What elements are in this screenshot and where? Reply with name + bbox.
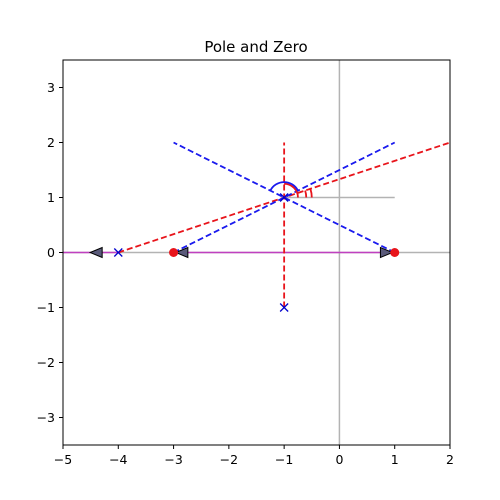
angle-arc-red-0 bbox=[284, 182, 299, 198]
chart-title: Pole and Zero bbox=[204, 38, 307, 56]
zero-marker-0 bbox=[169, 248, 179, 257]
y-tick-label-3: 0 bbox=[47, 245, 55, 260]
x-axis-ticks: −5 −4 −3 −2 −1 0 1 2 bbox=[54, 445, 454, 467]
y-tick-label-1: −2 bbox=[37, 355, 55, 370]
angle-arc-red-1 bbox=[304, 190, 308, 198]
y-tick-label-6: 3 bbox=[47, 80, 55, 95]
x-tick-label-4: −1 bbox=[275, 452, 293, 467]
angle-arcs bbox=[269, 181, 313, 198]
arrow-left-0 bbox=[88, 246, 103, 259]
arrow-right-2 bbox=[379, 246, 394, 259]
x-tick-label-6: 1 bbox=[391, 452, 399, 467]
pole-marker-1 bbox=[279, 193, 289, 202]
x-tick-label-7: 2 bbox=[446, 452, 454, 467]
blue-dashed-line-1 bbox=[173, 141, 396, 254]
y-tick-label-4: 1 bbox=[47, 190, 55, 205]
x-tick-label-2: −3 bbox=[164, 452, 182, 467]
arrow-left-1 bbox=[174, 246, 189, 259]
blue-dashed-line-0 bbox=[173, 141, 396, 254]
angle-arc-blue-3 bbox=[269, 181, 299, 192]
pole-stroke-b bbox=[113, 248, 123, 257]
pole-marker-0 bbox=[113, 248, 123, 257]
pole-marker-2 bbox=[279, 303, 289, 312]
angle-arc-red-2 bbox=[309, 188, 313, 198]
dashed-lines bbox=[118, 141, 451, 308]
pole-stroke-b bbox=[279, 193, 289, 202]
locus-arrows bbox=[88, 246, 394, 259]
y-axis-ticks: −3 −2 −1 0 1 2 3 bbox=[37, 80, 63, 425]
y-tick-label-0: −3 bbox=[37, 410, 55, 425]
x-tick-label-5: 0 bbox=[335, 452, 343, 467]
y-tick-label-2: −1 bbox=[37, 300, 55, 315]
x-tick-label-1: −4 bbox=[109, 452, 127, 467]
pole-zero-markers bbox=[113, 193, 400, 312]
zero-marker-1 bbox=[390, 248, 400, 257]
y-tick-label-5: 2 bbox=[47, 135, 55, 150]
x-tick-label-3: −2 bbox=[220, 452, 238, 467]
pole-stroke-b bbox=[279, 303, 289, 312]
x-tick-label-0: −5 bbox=[54, 452, 72, 467]
